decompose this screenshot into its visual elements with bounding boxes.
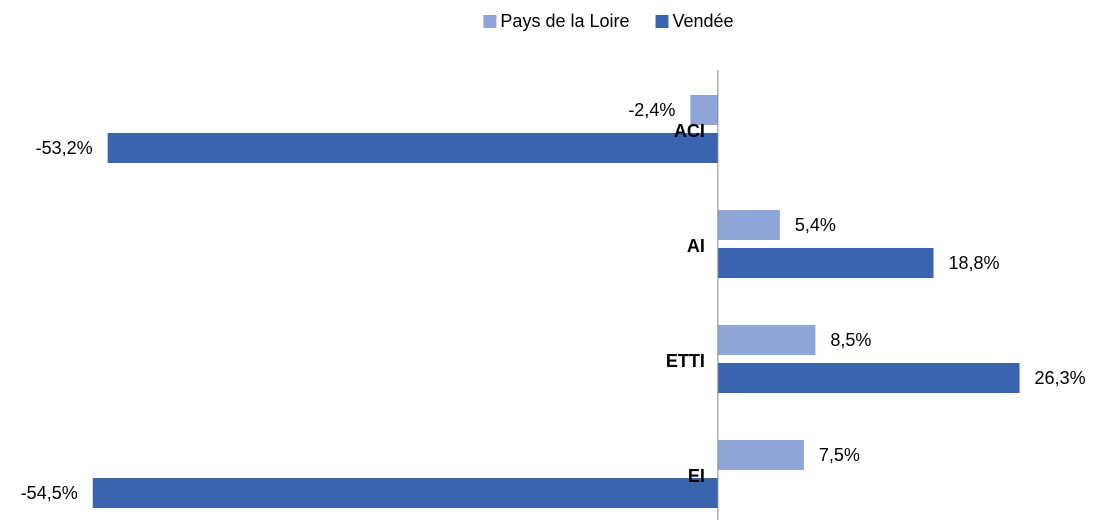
- category-label: ACI: [674, 121, 705, 141]
- category-label: ETTI: [666, 351, 705, 371]
- value-label: 18,8%: [949, 253, 1000, 273]
- category-label: AI: [687, 236, 705, 256]
- legend-label: Pays de la Loire: [500, 11, 629, 31]
- bar: [717, 440, 804, 470]
- category-label: EI: [688, 466, 705, 486]
- bar: [717, 363, 1020, 393]
- bar: [717, 325, 816, 355]
- bar: [107, 133, 718, 163]
- bar: [717, 210, 780, 240]
- legend-swatch: [483, 15, 497, 28]
- bar: [690, 95, 718, 125]
- value-label: -54,5%: [21, 483, 78, 503]
- value-label: 26,3%: [1035, 368, 1086, 388]
- legend-swatch: [655, 15, 669, 28]
- value-label: 5,4%: [795, 215, 836, 235]
- value-label: 8,5%: [830, 330, 871, 350]
- legend-label: Vendée: [673, 11, 734, 31]
- bar: [92, 478, 718, 508]
- value-label: -2,4%: [628, 100, 675, 120]
- value-label: 7,5%: [819, 445, 860, 465]
- value-label: -53,2%: [36, 138, 93, 158]
- bar: [717, 248, 934, 278]
